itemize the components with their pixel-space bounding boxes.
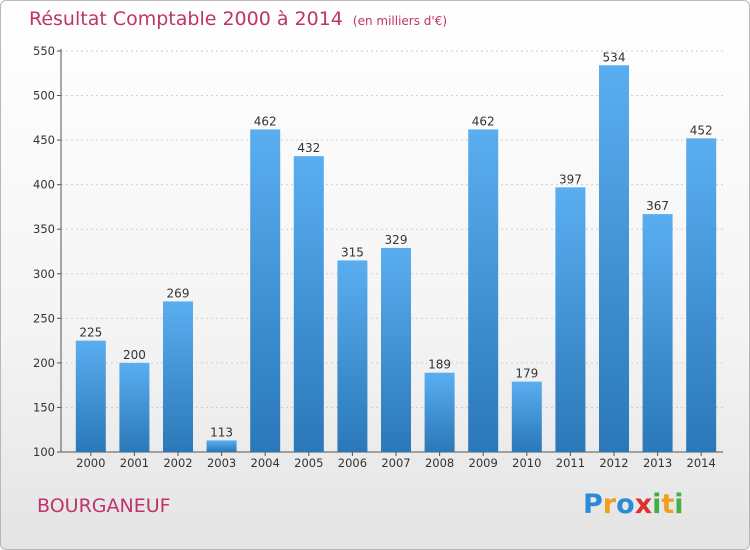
x-tick-label: 2013 <box>643 456 672 470</box>
bar-value-label: 315 <box>341 245 364 259</box>
y-tick-label: 450 <box>33 133 55 147</box>
bar <box>599 65 629 452</box>
y-tick-label: 150 <box>33 400 55 414</box>
bar <box>642 214 673 452</box>
bar-value-label: 200 <box>123 348 146 362</box>
bar-value-label: 462 <box>472 114 495 128</box>
y-tick-label: 550 <box>33 44 55 58</box>
bar <box>163 301 193 452</box>
logo-letter: i <box>652 489 662 520</box>
bar-value-label: 462 <box>254 114 277 128</box>
bar-value-label: 179 <box>515 367 538 381</box>
logo-letter: o <box>616 489 635 520</box>
commune-name: BOURGANEUF <box>37 495 171 517</box>
x-tick-label: 2008 <box>425 456 454 470</box>
bar-value-label: 269 <box>167 286 190 300</box>
chart-unit-subtitle: (en milliers d'€) <box>352 14 448 28</box>
x-tick-label: 2009 <box>469 456 498 470</box>
bar-value-label: 452 <box>690 123 713 137</box>
bar-value-label: 367 <box>646 199 669 213</box>
value-labels: 225 200 269 113 462 432 315 329 189 462 179 397 534 3… <box>79 50 712 439</box>
logo-letter: P <box>583 489 603 520</box>
bar <box>468 129 499 452</box>
bar <box>511 381 542 452</box>
y-tick-label: 500 <box>33 89 55 103</box>
x-tick-label: 2012 <box>599 456 628 470</box>
bar <box>250 129 281 452</box>
y-tick-label: 100 <box>33 445 55 459</box>
bar-value-label: 329 <box>385 233 408 247</box>
logo-letter: t <box>661 489 675 520</box>
logo-letter: i <box>674 489 684 520</box>
bar <box>75 340 106 452</box>
chart-title-text: Résultat Comptable 2000 à 2014 <box>29 8 343 30</box>
proxiti-logo: Proxiti <box>583 489 684 520</box>
x-tick-label: 2007 <box>381 456 410 470</box>
y-tick-label: 200 <box>33 356 55 370</box>
x-tick-label: 2004 <box>251 456 280 470</box>
x-tick-label: 2001 <box>120 456 149 470</box>
logo-letter: r <box>602 489 617 520</box>
logo-letter: x <box>634 489 653 520</box>
bar <box>293 156 324 452</box>
x-tick-label: 2006 <box>338 456 367 470</box>
y-tick-label: 300 <box>33 267 55 281</box>
x-tick-label: 2003 <box>207 456 236 470</box>
bar-value-label: 397 <box>559 172 582 186</box>
x-tick-label: 2005 <box>294 456 323 470</box>
bar-value-label: 534 <box>603 50 626 64</box>
chart-title: Résultat Comptable 2000 à 2014 (en millie… <box>29 8 447 30</box>
bar <box>337 260 368 452</box>
bar <box>555 187 586 452</box>
x-tick-label: 2002 <box>163 456 192 470</box>
x-tick-label: 2000 <box>76 456 105 470</box>
x-tick-label: 2010 <box>512 456 541 470</box>
bar-value-label: 189 <box>428 358 451 372</box>
y-tick-label: 400 <box>33 178 55 192</box>
bar <box>686 138 717 452</box>
bar-value-label: 113 <box>210 425 233 439</box>
y-tick-label: 350 <box>33 222 55 236</box>
y-tick-label: 250 <box>33 311 55 325</box>
bars <box>75 65 717 452</box>
x-tick-label: 2011 <box>556 456 585 470</box>
bar <box>381 247 411 452</box>
bar-value-label: 432 <box>297 141 320 155</box>
bar-value-label: 225 <box>79 326 102 340</box>
x-tick-label: 2014 <box>687 456 716 470</box>
bar <box>424 372 455 452</box>
bar <box>206 440 237 452</box>
bar <box>119 362 150 452</box>
